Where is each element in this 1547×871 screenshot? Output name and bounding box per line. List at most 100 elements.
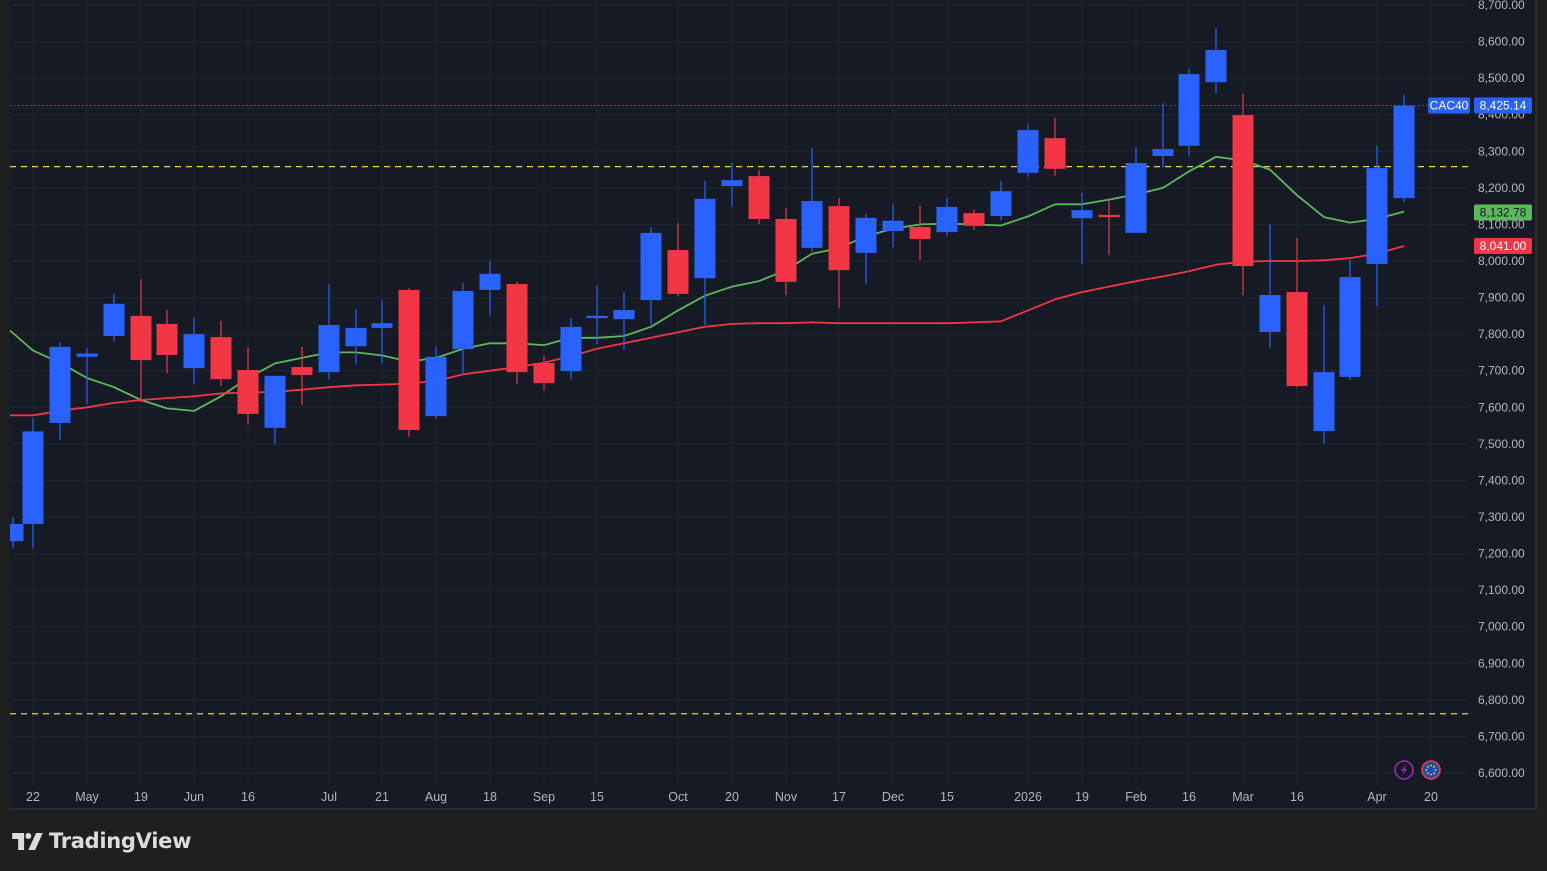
candle[interactable] (479, 261, 501, 316)
candle-body (1178, 74, 1200, 146)
candle[interactable] (990, 180, 1012, 221)
candle[interactable] (1393, 94, 1415, 203)
candle[interactable] (1125, 147, 1147, 233)
price-axis-label: 8,700.00 (1478, 0, 1525, 12)
candle[interactable] (855, 213, 877, 285)
candle[interactable] (694, 180, 716, 325)
tradingview-logo-icon (12, 832, 43, 850)
candle[interactable] (1339, 259, 1361, 380)
horizontal-lines (10, 166, 1470, 715)
time-axis-label: 16 (1182, 790, 1196, 804)
event-markers[interactable] (1394, 760, 1441, 780)
candle-body (425, 356, 447, 417)
candle[interactable] (1178, 69, 1200, 157)
candle-body (1044, 138, 1066, 169)
candle[interactable] (264, 375, 286, 444)
candle[interactable] (1152, 103, 1174, 168)
candle[interactable] (1366, 145, 1388, 306)
candle[interactable] (882, 203, 904, 248)
candle[interactable] (775, 207, 797, 296)
candle[interactable] (130, 278, 152, 403)
svg-text:8,132.78: 8,132.78 (1480, 205, 1527, 219)
candle-body (10, 523, 24, 542)
price-axis-label: 8,200.00 (1478, 181, 1525, 195)
candle-body (1313, 372, 1335, 432)
price-axis-label: 8,300.00 (1478, 144, 1525, 158)
candle[interactable] (1259, 224, 1281, 349)
candle-body (371, 323, 393, 328)
candle[interactable] (76, 348, 98, 404)
time-axis[interactable]: 22 May 19 Jun 16 Jul 21 Aug 18 Sep 15 Oct 20 Nov 17 Dec… (26, 790, 1438, 804)
candle[interactable] (1205, 28, 1227, 94)
candle[interactable] (398, 288, 420, 437)
candle[interactable] (1313, 304, 1335, 444)
lightning-event-icon[interactable] (1394, 760, 1414, 780)
candle-body (318, 325, 340, 373)
candle[interactable] (371, 300, 393, 364)
candle[interactable] (560, 318, 582, 380)
candle[interactable] (345, 308, 367, 365)
candle[interactable] (1071, 192, 1093, 264)
candle-body (613, 310, 635, 320)
candle-body (1017, 130, 1039, 173)
candle[interactable] (748, 169, 770, 225)
candle[interactable] (183, 318, 205, 385)
candle[interactable] (801, 147, 823, 252)
candle-body (936, 206, 958, 233)
candle-body (264, 375, 286, 428)
candle[interactable] (156, 310, 178, 373)
ma-short-price-tag: 8,132.78 (1474, 204, 1532, 221)
candle-body (694, 198, 716, 279)
candle-body (855, 217, 877, 253)
candle[interactable] (291, 346, 313, 406)
candle-body (156, 323, 178, 355)
candle-body (506, 284, 528, 373)
candle[interactable] (237, 346, 259, 425)
candle[interactable] (909, 205, 931, 260)
candle[interactable] (452, 282, 474, 376)
candle-body (1339, 277, 1361, 377)
time-axis-label: 16 (1290, 790, 1304, 804)
candle[interactable] (103, 293, 125, 342)
candle[interactable] (936, 198, 958, 237)
candle[interactable] (425, 346, 447, 419)
time-axis-label: 21 (375, 790, 389, 804)
candles (10, 28, 1415, 549)
eu-flag-event-icon[interactable] (1421, 760, 1441, 780)
candle-body (640, 232, 662, 301)
time-axis-label: 18 (483, 790, 497, 804)
candle[interactable] (613, 292, 635, 350)
candle[interactable] (506, 281, 528, 384)
candle[interactable] (963, 209, 985, 230)
candle[interactable] (1232, 93, 1254, 296)
time-axis-label: 20 (725, 790, 739, 804)
candle[interactable] (1017, 124, 1039, 177)
candle[interactable] (828, 198, 850, 309)
candle[interactable] (533, 356, 555, 391)
price-axis-label: 7,300.00 (1478, 510, 1525, 524)
price-axis[interactable]: 8,700.008,600.008,500.008,400.008,300.00… (1478, 0, 1525, 780)
candle[interactable] (1044, 118, 1066, 176)
candle[interactable] (721, 162, 743, 207)
price-axis-label: 8,500.00 (1478, 71, 1525, 85)
candle[interactable] (640, 226, 662, 325)
candle[interactable] (318, 284, 340, 380)
candle-body (479, 273, 501, 290)
candle[interactable] (210, 320, 232, 387)
candle[interactable] (10, 517, 24, 549)
candle[interactable] (49, 342, 71, 440)
candle[interactable] (22, 418, 44, 549)
candle-body (22, 431, 44, 524)
candlestick-chart[interactable]: 8,700.008,600.008,500.008,400.008,300.00… (0, 0, 1547, 812)
candle[interactable] (586, 285, 608, 345)
tradingview-logo[interactable]: TradingView (12, 826, 191, 856)
candle-body (586, 315, 608, 319)
candle[interactable] (1098, 199, 1120, 255)
candle-body (882, 220, 904, 232)
candle-body (1071, 210, 1093, 219)
candle[interactable] (667, 222, 689, 297)
price-axis-label: 7,700.00 (1478, 364, 1525, 378)
time-axis-label: Apr (1367, 790, 1386, 804)
candle-body (721, 180, 743, 187)
candle[interactable] (1286, 237, 1308, 388)
